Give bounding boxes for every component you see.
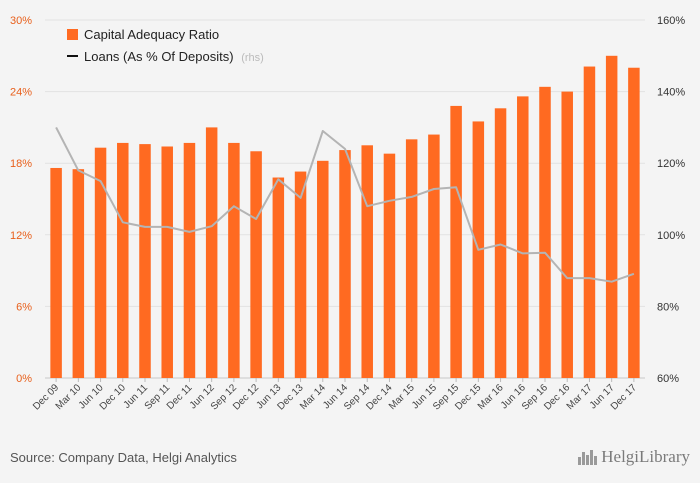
- helgi-logo: HelgiLibrary: [578, 447, 690, 467]
- bar: [94, 147, 107, 378]
- bar: [250, 151, 262, 378]
- line-series: [55, 126, 635, 283]
- right-axis-tick: 80%: [657, 301, 679, 313]
- right-axis: 60% 80% 100% 120% 140% 160%: [657, 15, 685, 385]
- x-tick-label: Mar 16: [476, 382, 506, 412]
- bar: [405, 139, 418, 378]
- x-tick-label: Mar 10: [54, 382, 84, 412]
- svg-text:Loans (As % Of Deposits): Loans (As % Of Deposits) (rhs): [84, 49, 264, 64]
- bar: [228, 142, 240, 378]
- bar: [583, 66, 596, 378]
- right-axis-tick: 100%: [657, 230, 685, 242]
- x-tick-label: Dec 17: [609, 382, 639, 412]
- bar: [72, 169, 85, 378]
- right-axis-tick: 140%: [657, 87, 685, 99]
- source-note: Source: Company Data, Helgi Analytics: [10, 450, 237, 465]
- legend-line-label: Loans (As % Of Deposits): [84, 49, 234, 64]
- bar: [294, 171, 307, 378]
- chart-area: 0%6%12%18%24%30% 60%80%100%120%140%160% …: [10, 15, 685, 413]
- x-tick-label: Dec 12: [231, 382, 261, 412]
- bar: [272, 177, 285, 378]
- bar: [183, 142, 196, 378]
- x-tick-label: Mar 17: [565, 382, 595, 412]
- bar: [205, 127, 218, 379]
- bar: [139, 144, 151, 378]
- left-axis-tick: 18%: [10, 158, 32, 170]
- bar: [428, 134, 440, 378]
- bar: [561, 91, 573, 378]
- right-axis-tick: 160%: [657, 15, 685, 27]
- logo-text: HelgiLibrary: [601, 447, 690, 466]
- bar: [494, 108, 507, 378]
- legend-bar-label: Capital Adequacy Ratio: [84, 27, 219, 42]
- bar: [50, 167, 62, 378]
- bar: [628, 67, 640, 378]
- bar-series: [50, 55, 640, 379]
- x-tick-label: Mar 15: [387, 382, 417, 412]
- bar: [450, 105, 462, 379]
- right-axis-tick: 60%: [657, 373, 679, 385]
- bar: [161, 146, 173, 378]
- bar: [517, 96, 529, 378]
- x-tick-label: Dec 10: [98, 382, 128, 412]
- bar: [361, 145, 373, 378]
- legend: Capital Adequacy Ratio Loans (As % Of De…: [67, 27, 264, 64]
- bar: [539, 86, 551, 379]
- bar: [339, 150, 351, 378]
- bar: [605, 55, 618, 379]
- legend-line-suffix: (rhs): [241, 52, 264, 64]
- right-axis-tick: 120%: [657, 158, 685, 170]
- left-axis: 0% 6% 12% 18% 24% 30%: [10, 15, 32, 385]
- legend-bar-swatch: [67, 29, 78, 40]
- bar: [317, 160, 329, 378]
- bar: [117, 142, 129, 378]
- left-axis-tick: 0%: [16, 373, 32, 385]
- left-axis-tick: 12%: [10, 230, 32, 242]
- x-tick-label: Mar 14: [298, 382, 328, 412]
- left-axis-tick: 6%: [16, 301, 32, 313]
- building-icon: [578, 449, 598, 465]
- left-axis-tick: 24%: [10, 87, 32, 99]
- left-axis-tick: 30%: [10, 15, 32, 27]
- bar: [383, 153, 396, 378]
